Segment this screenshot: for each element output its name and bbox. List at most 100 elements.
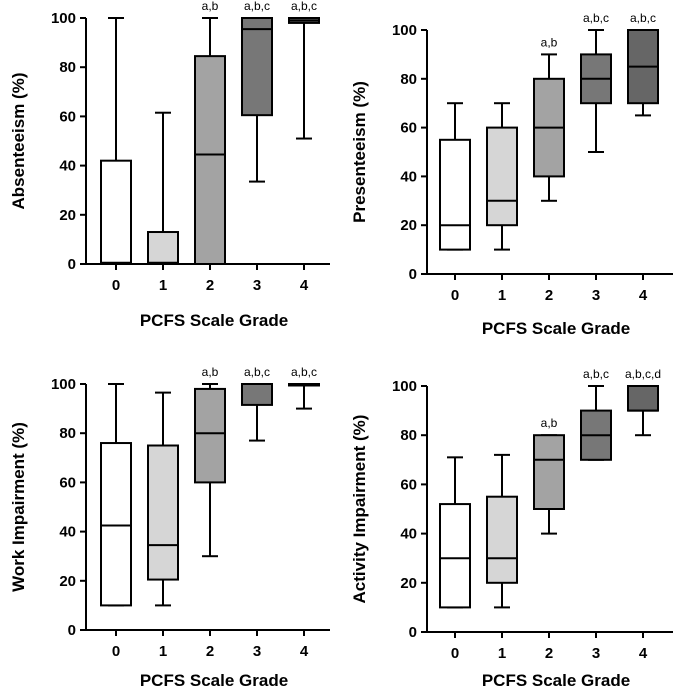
significance-label: a,b,c (244, 0, 270, 13)
x-tick-label: 3 (253, 643, 261, 660)
y-axis-label: Presenteeism (%) (350, 81, 369, 223)
box-grade-4 (627, 385, 659, 437)
box-grade-4 (627, 29, 659, 117)
y-tick-label: 40 (59, 158, 76, 175)
y-tick-label: 20 (59, 207, 76, 224)
y-tick-label: 20 (59, 573, 76, 590)
y-axis-label: Activity Impairment (%) (350, 415, 369, 604)
y-tick-label: 80 (59, 425, 76, 442)
box-iqr (533, 434, 565, 510)
box-iqr (486, 495, 518, 584)
significance-label: a,b,c,d (625, 367, 661, 381)
box-iqr (241, 17, 273, 117)
significance-label: a,b (202, 0, 219, 13)
y-tick-label: 100 (51, 10, 76, 27)
x-tick-label: 4 (300, 643, 309, 660)
significance-label: a,b,c (630, 11, 656, 25)
x-tick-label: 2 (206, 643, 214, 660)
box-grade-1 (486, 102, 518, 251)
box-iqr (439, 503, 471, 609)
y-tick-label: 60 (59, 108, 76, 125)
y-tick-label: 80 (59, 59, 76, 76)
panel-absenteeism: Absenteeism (%) 0 20 40 60 80 100 0 1 2 a,b 3 a,b,c 4… (9, 0, 330, 330)
x-tick-label: 1 (498, 645, 506, 662)
box-iqr (486, 126, 518, 227)
significance-label: a,b,c (291, 0, 317, 13)
x-axis-label: PCFS Scale Grade (140, 671, 288, 690)
box-grade-0 (439, 456, 471, 609)
x-tick-label: 3 (253, 277, 261, 294)
significance-label: a,b,c (291, 365, 317, 379)
box-grade-3 (241, 17, 273, 183)
x-tick-label: 4 (300, 277, 309, 294)
box-iqr (439, 138, 471, 251)
y-tick-label: 100 (392, 378, 417, 395)
box-iqr (100, 442, 132, 607)
box-iqr (194, 387, 226, 484)
significance-label: a,b (541, 35, 558, 49)
significance-label: a,b,c (583, 11, 609, 25)
box-grade-4 (288, 17, 320, 140)
box-grade-0 (100, 17, 132, 265)
y-tick-label: 20 (400, 575, 417, 592)
x-tick-label: 4 (639, 645, 648, 662)
x-axis-label: PCFS Scale Grade (140, 311, 288, 330)
x-tick-label: 2 (545, 645, 553, 662)
x-tick-label: 1 (159, 277, 167, 294)
x-axis-label: PCFS Scale Grade (482, 671, 630, 690)
y-tick-label: 40 (59, 524, 76, 541)
y-tick-label: 40 (400, 168, 417, 185)
box-grade-4 (288, 383, 320, 410)
significance-label: a,b (541, 416, 558, 430)
box-grade-2 (533, 434, 565, 535)
box-iqr (100, 159, 132, 265)
y-tick-label: 60 (59, 474, 76, 491)
box-grade-0 (100, 383, 132, 607)
significance-label: a,b,c (244, 365, 270, 379)
box-grade-3 (580, 385, 612, 461)
x-axis-label: PCFS Scale Grade (482, 319, 630, 338)
box-grade-2 (194, 17, 226, 265)
box-iqr (241, 383, 273, 406)
box-iqr (147, 444, 179, 581)
box-grade-1 (147, 391, 179, 607)
y-tick-label: 100 (51, 376, 76, 393)
box-grade-1 (486, 453, 518, 609)
x-tick-label: 1 (159, 643, 167, 660)
box-iqr (194, 55, 226, 265)
x-tick-label: 2 (206, 277, 214, 294)
y-tick-label: 60 (400, 120, 417, 137)
y-axis-label: Work Impairment (%) (9, 422, 28, 592)
box-grade-2 (194, 383, 226, 558)
box-grade-3 (580, 29, 612, 153)
x-tick-label: 2 (545, 287, 553, 304)
y-tick-label: 0 (409, 266, 417, 283)
box-grade-0 (439, 102, 471, 251)
x-tick-label: 0 (112, 277, 120, 294)
box-grade-1 (147, 111, 179, 266)
y-tick-label: 60 (400, 476, 417, 493)
x-tick-label: 0 (112, 643, 120, 660)
y-tick-label: 0 (68, 256, 76, 273)
y-tick-label: 0 (409, 624, 417, 641)
box-grade-2 (533, 53, 565, 202)
panel-activity-impairment: Activity Impairment (%) 0 20 40 60 80 100 0 1 2 a,… (350, 367, 673, 690)
x-tick-label: 0 (451, 287, 459, 304)
y-tick-label: 80 (400, 427, 417, 444)
y-tick-label: 40 (400, 526, 417, 543)
x-tick-label: 3 (592, 645, 600, 662)
box-iqr (627, 385, 659, 412)
panel-work-impairment: Work Impairment (%) 0 20 40 60 80 100 0 1 2 a,b 3 a,… (9, 365, 330, 690)
box-iqr (147, 231, 179, 266)
x-tick-label: 4 (639, 287, 648, 304)
significance-label: a,b,c (583, 367, 609, 381)
x-tick-label: 0 (451, 645, 459, 662)
y-tick-label: 80 (400, 71, 417, 88)
significance-label: a,b (202, 365, 219, 379)
y-tick-label: 0 (68, 622, 76, 639)
y-tick-label: 20 (400, 217, 417, 234)
panel-presenteeism: Presenteeism (%) 0 20 40 60 80 100 0 1 2 a,b 3 a,b,c… (350, 11, 673, 338)
box-grade-3 (241, 383, 273, 442)
y-axis-label: Absenteeism (%) (9, 73, 28, 210)
